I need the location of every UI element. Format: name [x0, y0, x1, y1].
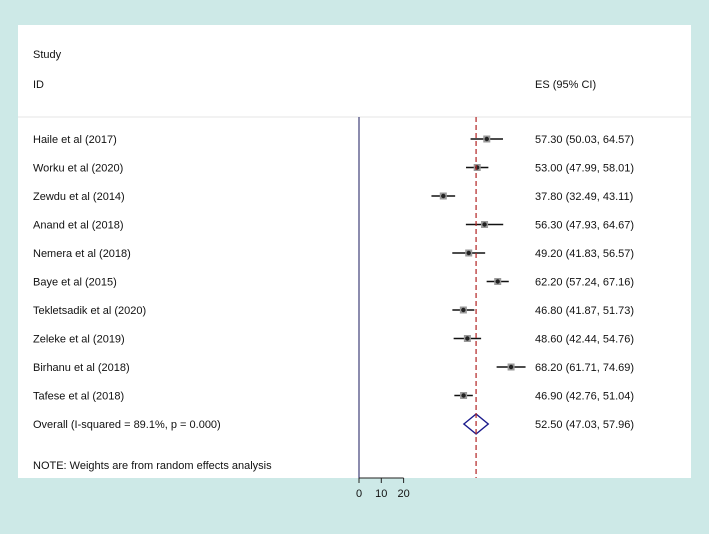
- point-estimate: [465, 336, 470, 341]
- es-ci-value: 46.90 (42.76, 51.04): [535, 391, 634, 403]
- study-label: Zewdu et al (2014): [33, 191, 125, 203]
- es-ci-value: 62.20 (57.24, 67.16): [535, 277, 634, 289]
- es-ci-value: 57.30 (50.03, 64.57): [535, 134, 634, 146]
- header-es-ci: ES (95% CI): [535, 79, 596, 91]
- point-estimate: [484, 136, 489, 142]
- x-tick-label: 0: [356, 488, 362, 500]
- study-row: Baye et al (2015) 62.20 (57.24, 67.16): [33, 277, 634, 289]
- es-ci-value: 37.80 (32.49, 43.11): [535, 191, 633, 203]
- header-id: ID: [33, 79, 44, 91]
- plot-panel: [18, 25, 691, 478]
- study-row: Worku et al (2020) 53.00 (47.99, 58.01): [33, 163, 634, 175]
- study-row: Anand et al (2018) 56.30 (47.93, 64.67): [33, 220, 634, 232]
- study-label: Birhanu et al (2018): [33, 362, 130, 374]
- point-estimate: [508, 364, 514, 370]
- point-estimate: [495, 279, 500, 284]
- study-row: Zewdu et al (2014) 37.80 (32.49, 43.11): [33, 191, 633, 203]
- study-label: Anand et al (2018): [33, 220, 124, 232]
- study-label: Tekletsadik et al (2020): [33, 305, 146, 317]
- study-label: Worku et al (2020): [33, 163, 123, 175]
- study-label: Tafese et al (2018): [33, 391, 124, 403]
- study-label: Zeleke et al (2019): [33, 334, 125, 346]
- study-label: Haile et al (2017): [33, 134, 117, 146]
- weights-note: NOTE: Weights are from random effects an…: [33, 460, 272, 472]
- study-row: Tafese et al (2018) 46.90 (42.76, 51.04): [33, 391, 634, 403]
- study-row: Haile et al (2017) 57.30 (50.03, 64.57): [33, 134, 634, 146]
- overall-es-ci-value: 52.50 (47.03, 57.96): [535, 419, 634, 431]
- x-tick-label: 10: [375, 488, 387, 500]
- study-row: Tekletsadik et al (2020) 46.80 (41.87, 51…: [33, 305, 634, 317]
- x-axis: 0 10 20: [356, 117, 477, 500]
- point-estimate: [466, 250, 471, 256]
- point-estimate: [441, 193, 446, 199]
- es-ci-value: 46.80 (41.87, 51.73): [535, 305, 634, 317]
- es-ci-value: 49.20 (41.83, 56.57): [535, 248, 634, 260]
- overall-label: Overall (I-squared = 89.1%, p = 0.000): [33, 419, 221, 431]
- point-estimate: [461, 307, 466, 313]
- header-study: Study: [33, 49, 62, 61]
- es-ci-value: 53.00 (47.99, 58.01): [535, 163, 634, 175]
- study-row: Nemera et al (2018) 49.20 (41.83, 56.57): [33, 248, 634, 260]
- es-ci-value: 68.20 (61.71, 74.69): [535, 362, 634, 374]
- study-row: Zeleke et al (2019) 48.60 (42.44, 54.76): [33, 334, 634, 346]
- study-label: Baye et al (2015): [33, 277, 117, 289]
- es-ci-value: 48.60 (42.44, 54.76): [535, 334, 634, 346]
- x-tick-label: 20: [397, 488, 409, 500]
- point-estimate: [482, 222, 487, 227]
- overall-diamond: [462, 413, 490, 435]
- overall-row: Overall (I-squared = 89.1%, p = 0.000) 52…: [33, 413, 634, 435]
- study-row: Birhanu et al (2018) 68.20 (61.71, 74.69): [33, 362, 634, 374]
- study-label: Nemera et al (2018): [33, 248, 131, 260]
- point-estimate: [461, 393, 466, 398]
- es-ci-value: 56.30 (47.93, 64.67): [535, 220, 634, 232]
- study-rows: Haile et al (2017) 57.30 (50.03, 64.57) Wo…: [33, 134, 634, 435]
